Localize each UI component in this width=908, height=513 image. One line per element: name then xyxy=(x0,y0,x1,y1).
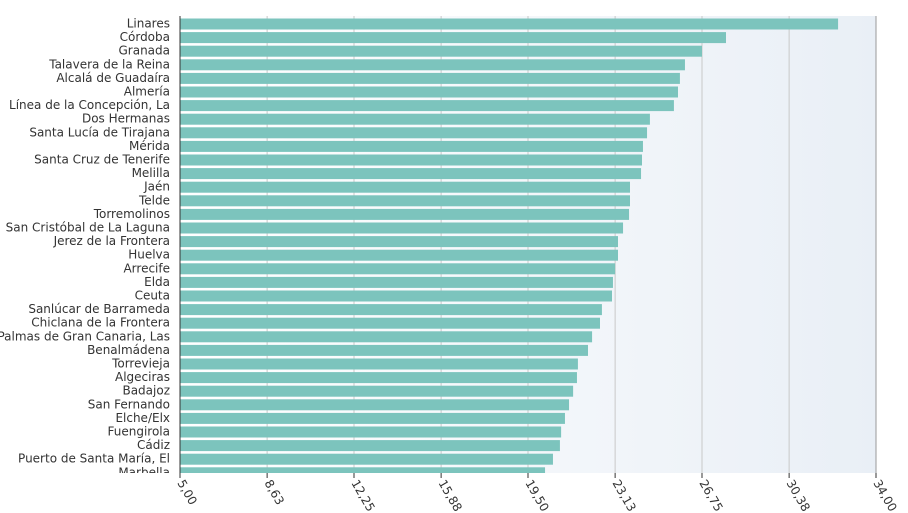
y-tick-label: Mérida xyxy=(129,139,170,153)
bar xyxy=(180,426,562,438)
y-tick-label: Jerez de la Frontera xyxy=(53,234,170,248)
bar xyxy=(180,372,577,384)
y-tick-label: Huelva xyxy=(128,248,170,262)
bar xyxy=(180,113,650,125)
bar xyxy=(180,32,726,44)
y-tick-label: San Fernando xyxy=(88,397,170,411)
bar xyxy=(180,358,578,370)
bar xyxy=(180,440,560,452)
bar xyxy=(180,304,602,316)
bar xyxy=(180,385,574,397)
y-tick-label: Torremolinos xyxy=(93,207,170,221)
bar xyxy=(180,412,565,424)
bar xyxy=(180,331,593,343)
x-tick-label: 5,00 xyxy=(174,477,199,507)
y-tick-label: Puerto de Santa María, El xyxy=(18,452,170,466)
bar xyxy=(180,290,612,302)
bar xyxy=(180,181,630,193)
x-tick-label: 12,25 xyxy=(348,477,377,513)
x-tick-label: 26,75 xyxy=(696,477,725,513)
bar xyxy=(180,344,588,356)
y-tick-label: Ceuta xyxy=(135,289,170,303)
y-tick-label: Palmas de Gran Canaria, Las xyxy=(0,329,170,343)
y-tick-label: Algeciras xyxy=(115,370,170,384)
bar xyxy=(180,100,674,112)
y-tick-label: Fuengirola xyxy=(108,425,171,439)
bar xyxy=(180,399,570,411)
y-tick-label: Santa Lucía de Tirajana xyxy=(29,125,170,139)
y-tick-label: Almería xyxy=(124,85,170,99)
bar xyxy=(180,263,616,275)
bar xyxy=(180,86,678,98)
x-tick-label: 30,38 xyxy=(783,477,812,513)
y-tick-label: Marbella xyxy=(118,465,170,479)
y-tick-label: San Cristóbal de La Laguna xyxy=(6,221,170,235)
y-tick-label: Cádiz xyxy=(137,438,170,452)
x-tick-label: 8,63 xyxy=(261,477,286,507)
x-tick-label: 23,13 xyxy=(609,477,638,513)
bar xyxy=(180,127,648,139)
y-tick-label: Santa Cruz de Tenerife xyxy=(34,153,170,167)
y-tick-label: Benalmádena xyxy=(87,343,170,357)
y-tick-label: Sanlúcar de Barrameda xyxy=(28,302,170,316)
bar xyxy=(180,59,685,71)
bar xyxy=(180,72,680,84)
y-tick-label: Chiclana de la Frontera xyxy=(31,316,170,330)
y-tick-label: Telde xyxy=(138,193,170,207)
bar xyxy=(180,236,618,248)
bar xyxy=(180,140,643,152)
y-tick-label: Córdoba xyxy=(120,30,170,44)
bar xyxy=(180,317,600,329)
y-tick-label: Torrevieja xyxy=(111,357,170,371)
y-tick-label: Línea de la Concepción, La xyxy=(9,98,170,112)
bar xyxy=(180,222,624,234)
y-tick-label: Badajoz xyxy=(122,384,170,398)
bar xyxy=(180,168,642,180)
y-tick-label: Talavera de la Reina xyxy=(48,57,170,71)
y-tick-label: Dos Hermanas xyxy=(82,112,170,126)
bar xyxy=(180,249,618,261)
bar xyxy=(180,453,553,465)
bar xyxy=(180,45,702,57)
y-tick-label: Jaén xyxy=(143,180,170,194)
bar xyxy=(180,195,630,207)
x-tick-label: 34,00 xyxy=(870,477,899,513)
bar xyxy=(180,18,839,30)
bar xyxy=(180,208,630,220)
bar xyxy=(180,467,546,473)
bar xyxy=(180,276,613,288)
y-tick-label: Granada xyxy=(118,44,170,58)
y-tick-label: Alcalá de Guadaíra xyxy=(56,71,170,85)
y-tick-label: Linares xyxy=(127,17,170,31)
y-tick-label: Melilla xyxy=(132,166,170,180)
y-tick-label: Arrecife xyxy=(123,261,170,275)
x-tick-label: 15,88 xyxy=(435,477,464,513)
x-tick-label: 19,50 xyxy=(522,477,551,513)
bar xyxy=(180,154,642,166)
y-tick-label: Elche/Elx xyxy=(115,411,170,425)
y-tick-label: Elda xyxy=(144,275,170,289)
